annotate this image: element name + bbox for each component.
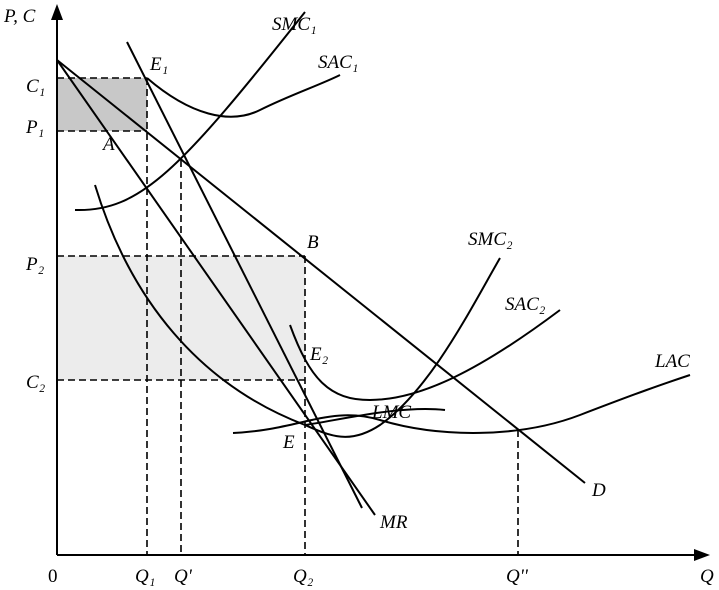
y-label: C₂ — [26, 372, 46, 393]
y-label: P₂ — [25, 254, 45, 275]
point-label: E₂ — [309, 344, 329, 365]
x-label: Q' — [174, 566, 193, 587]
point-label: A — [101, 134, 115, 155]
point-label: E — [282, 432, 295, 453]
curve-label: SAC₁ — [318, 52, 358, 73]
lmc-curve — [304, 408, 446, 426]
y-label: C₁ — [26, 76, 45, 97]
curves — [56, 11, 691, 516]
shade-top — [57, 78, 147, 131]
x-label: Q'' — [506, 566, 529, 587]
origin-label: 0 — [48, 566, 58, 587]
x-label: Q₂ — [293, 566, 314, 587]
mr-line — [56, 59, 376, 516]
smc2-curve — [94, 184, 501, 438]
curve-label: MR — [379, 512, 408, 533]
smc1-curve — [74, 11, 306, 212]
curve-label: SAC₂ — [505, 294, 546, 315]
x-label: Q₁ — [135, 566, 155, 587]
lac-curve — [232, 374, 691, 434]
x-axis-label: Q — [700, 566, 714, 587]
y-label: P₁ — [25, 117, 44, 138]
y-axis-label: P, C — [3, 6, 36, 27]
sac1-curve — [146, 74, 341, 118]
dashed-guides — [57, 77, 519, 555]
demand — [56, 59, 586, 484]
curve-label: LMC — [371, 402, 411, 423]
curve-label: LAC — [654, 351, 690, 372]
curve-label: SMC₁ — [272, 14, 317, 35]
axes — [51, 4, 710, 561]
curve-label: D — [591, 480, 606, 501]
point-label: E₁ — [149, 54, 168, 75]
steep-line — [126, 41, 363, 509]
curve-label: SMC₂ — [468, 229, 513, 250]
sac2-curve — [289, 309, 561, 402]
point-label: B — [307, 232, 319, 253]
